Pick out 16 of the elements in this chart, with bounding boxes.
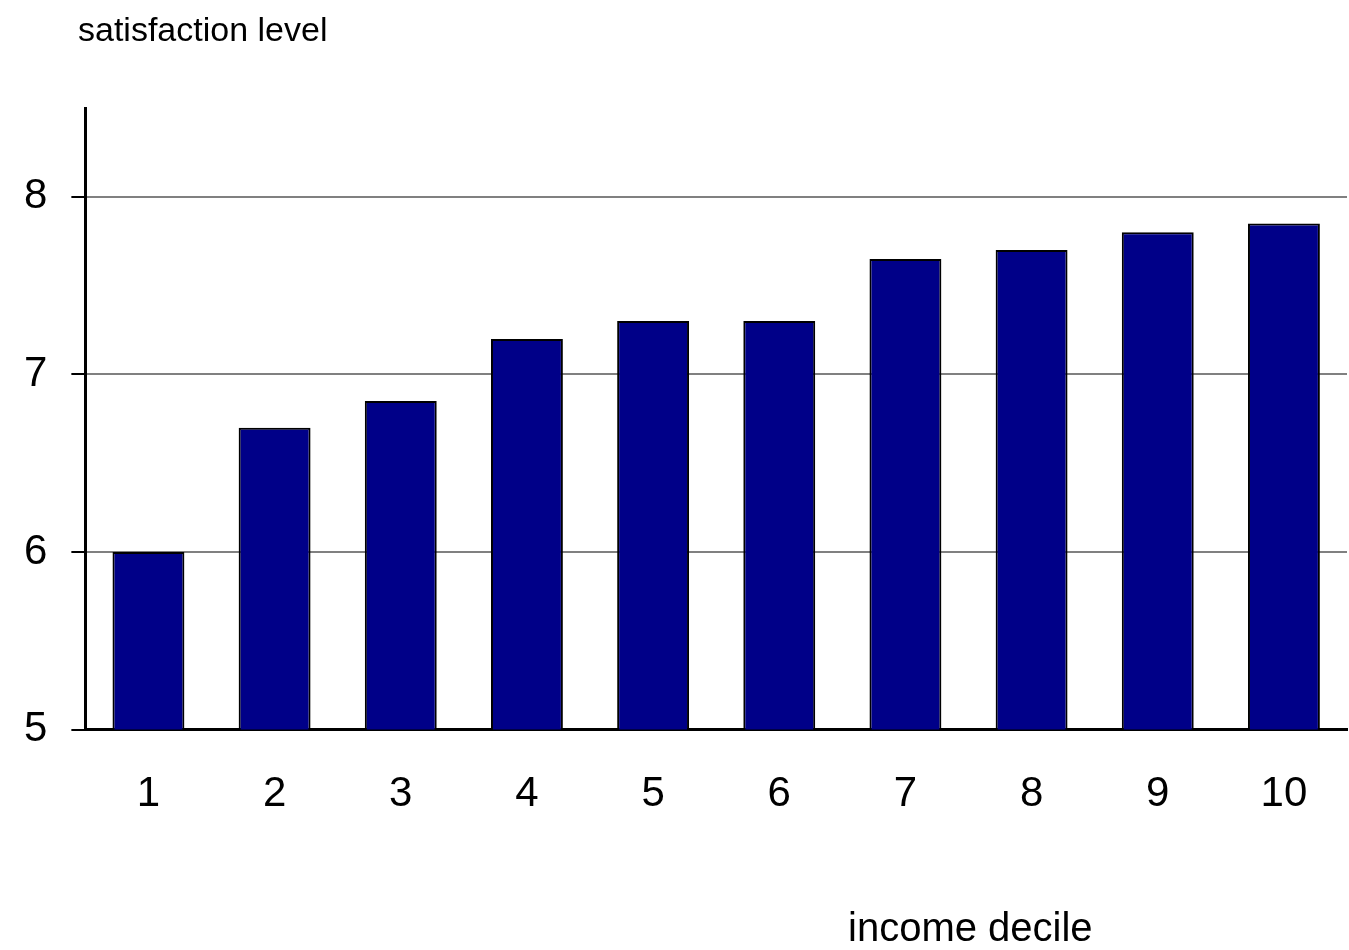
y-axis-title: satisfaction level xyxy=(78,10,328,49)
x-tick-label: 5 xyxy=(641,768,665,816)
x-tick-label: 8 xyxy=(1019,768,1044,816)
y-tick-label: 7 xyxy=(24,347,48,395)
x-tick-label: 6 xyxy=(767,768,791,816)
x-tick-label: 10 xyxy=(1260,768,1308,816)
x-tick-label: 3 xyxy=(389,768,413,816)
y-tick-label: 6 xyxy=(24,525,48,573)
x-tick-label: 1 xyxy=(136,768,161,816)
x-tick-label: 4 xyxy=(515,768,539,816)
y-tick-label: 5 xyxy=(24,703,48,751)
y-tick-label: 8 xyxy=(24,170,48,218)
x-tick-label: 7 xyxy=(893,768,918,816)
x-tick-label: 2 xyxy=(262,768,287,816)
x-tick-label: 9 xyxy=(1146,768,1170,816)
x-axis-title: income decile xyxy=(848,905,1093,950)
